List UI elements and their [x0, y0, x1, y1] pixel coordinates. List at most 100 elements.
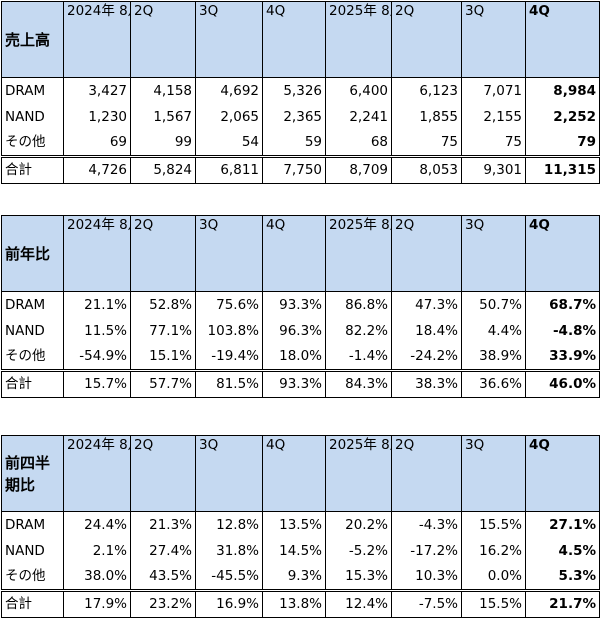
cell: -17.2%: [391, 538, 462, 565]
cell: 33.9%: [525, 344, 600, 371]
cell: 21.3%: [130, 511, 196, 539]
cell: 4.5%: [525, 538, 600, 565]
cell: 11,315: [525, 155, 600, 184]
column-header: 2Q: [130, 215, 196, 292]
row-label: DRAM: [1, 511, 64, 539]
cell: 47.3%: [391, 291, 462, 319]
cell: 4,726: [63, 155, 131, 184]
cell: -1.4%: [325, 344, 392, 371]
cell: 8,053: [391, 155, 462, 184]
cell: 5.3%: [525, 564, 600, 591]
cell: -4.8%: [525, 318, 600, 345]
cell: 38.0%: [63, 564, 131, 591]
cell: 15.1%: [130, 344, 196, 371]
cell: 2,252: [525, 104, 600, 131]
cell: 8,984: [525, 77, 600, 105]
column-header: 2Q: [391, 1, 462, 78]
table-row: その他 -54.9% 15.1% -19.4% 18.0% -1.4% -24.…: [1, 344, 600, 371]
row-label: その他: [1, 564, 64, 591]
cell: 79: [525, 130, 600, 157]
cell: -7.5%: [391, 589, 462, 618]
cell: 5,824: [130, 155, 196, 184]
column-header: 2Q: [130, 1, 196, 78]
column-header: 3Q: [195, 435, 263, 512]
cell: 16.9%: [195, 589, 263, 618]
cell: 1,567: [130, 104, 196, 131]
cell: 10.3%: [391, 564, 462, 591]
column-header: 4Q: [262, 1, 326, 78]
table-row: NAND 1,230 1,567 2,065 2,365 2,241 1,855…: [1, 104, 600, 131]
cell: -4.3%: [391, 511, 462, 539]
table-row: その他 38.0% 43.5% -45.5% 9.3% 15.3% 10.3% …: [1, 564, 600, 591]
cell: 5,326: [262, 77, 326, 105]
cell: 54: [195, 130, 263, 157]
column-header: 2024年 8月期1Q: [63, 435, 131, 512]
cell: 24.4%: [63, 511, 131, 539]
cell: 81.5%: [195, 369, 263, 398]
cell: -45.5%: [195, 564, 263, 591]
column-header: 4Q: [525, 1, 600, 78]
cell: -24.2%: [391, 344, 462, 371]
column-header: 4Q: [262, 435, 326, 512]
cell: 96.3%: [262, 318, 326, 345]
cell: 6,123: [391, 77, 462, 105]
row-label: DRAM: [1, 291, 64, 319]
cell: -54.9%: [63, 344, 131, 371]
cell: 75.6%: [195, 291, 263, 319]
column-header: 3Q: [461, 1, 526, 78]
sales-table: 売上高 2024年 8月期 1Q 2Q 3Q 4Q 2025年 8月期 1Q 2…: [1, 1, 600, 184]
cell: 46.0%: [525, 369, 600, 398]
cell: 15.5%: [461, 589, 526, 618]
column-header: 4Q: [525, 435, 600, 512]
cell: 7,750: [262, 155, 326, 184]
cell: 2.1%: [63, 538, 131, 565]
cell: 12.8%: [195, 511, 263, 539]
cell: 99: [130, 130, 196, 157]
cell: 3,427: [63, 77, 131, 105]
cell: 13.5%: [262, 511, 326, 539]
cell: 50.7%: [461, 291, 526, 319]
cell: 75: [461, 130, 526, 157]
row-label: 合計: [1, 155, 64, 184]
row-label: その他: [1, 344, 64, 371]
cell: 17.9%: [63, 589, 131, 618]
cell: 6,400: [325, 77, 392, 105]
cell: 14.5%: [262, 538, 326, 565]
cell: 59: [262, 130, 326, 157]
row-label: DRAM: [1, 77, 64, 105]
cell: 31.8%: [195, 538, 263, 565]
table-row: NAND 2.1% 27.4% 31.8% 14.5% -5.2% -17.2%…: [1, 538, 600, 565]
table-row: 合計 15.7% 57.7% 81.5% 93.3% 84.3% 38.3% 3…: [1, 369, 600, 398]
column-header: 3Q: [461, 215, 526, 292]
column-header: 2024年 8月期 1Q: [63, 1, 131, 78]
cell: 68.7%: [525, 291, 600, 319]
cell: 4,158: [130, 77, 196, 105]
cell: 12.4%: [325, 589, 392, 618]
cell: 20.2%: [325, 511, 392, 539]
row-label: NAND: [1, 318, 64, 345]
cell: 36.6%: [461, 369, 526, 398]
cell: 15.7%: [63, 369, 131, 398]
table-row: DRAM 24.4% 21.3% 12.8% 13.5% 20.2% -4.3%…: [1, 511, 600, 539]
table-title: 売上高: [1, 1, 64, 78]
row-label: 合計: [1, 369, 64, 398]
table-title: 前年比: [1, 215, 64, 292]
column-header: 3Q: [195, 215, 263, 292]
cell: 4,692: [195, 77, 263, 105]
cell: 2,065: [195, 104, 263, 131]
row-label: NAND: [1, 538, 64, 565]
cell: 103.8%: [195, 318, 263, 345]
cell: 16.2%: [461, 538, 526, 565]
cell: 86.8%: [325, 291, 392, 319]
cell: 2,155: [461, 104, 526, 131]
table-title: 前四半期比: [1, 435, 64, 512]
cell: 93.3%: [262, 369, 326, 398]
table-row: DRAM 3,427 4,158 4,692 5,326 6,400 6,123…: [1, 77, 600, 105]
cell: 7,071: [461, 77, 526, 105]
cell: 11.5%: [63, 318, 131, 345]
table-row: NAND 11.5% 77.1% 103.8% 96.3% 82.2% 18.4…: [1, 318, 600, 345]
cell: 15.3%: [325, 564, 392, 591]
qoq-table: 前四半期比 2024年 8月期1Q 2Q 3Q 4Q 2025年 8月期 1Q …: [1, 435, 600, 618]
column-header: 2Q: [130, 435, 196, 512]
cell: 38.9%: [461, 344, 526, 371]
